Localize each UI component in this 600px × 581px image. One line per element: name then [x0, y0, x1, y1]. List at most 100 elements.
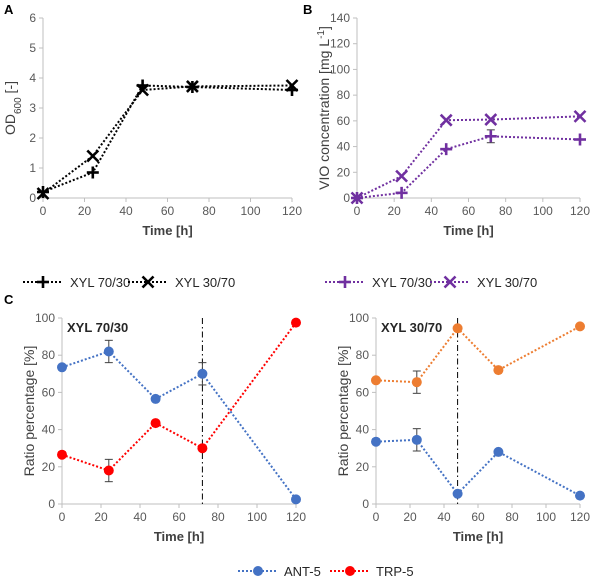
y-tick-label-b: 100: [330, 62, 350, 76]
legend-c-marker-trp5: [345, 566, 355, 576]
legend-b-marker-plus: [339, 276, 351, 288]
legend-b-marker-x: [443, 275, 457, 289]
data-point-b-xyl-70-30: [574, 133, 586, 146]
x-tick-label-c1: 100: [247, 510, 267, 524]
data-point-b-xyl-70-30: [484, 130, 497, 143]
x-tick-label-c1: 40: [133, 510, 147, 524]
y-tick-label-b: 140: [330, 11, 350, 25]
data-point-c2-ant-5: [493, 446, 504, 457]
x-axis-title-c1: Time [h]: [154, 529, 204, 544]
panel-label-c: C: [4, 292, 14, 307]
legend-b-plus-glyph: [339, 276, 351, 288]
y-tick-label-a: 0: [29, 191, 36, 205]
x-tick-label-b: 80: [499, 204, 513, 218]
legend-b-label-2: XYL 30/70: [477, 275, 537, 290]
x-tick-label-a: 0: [40, 204, 47, 218]
chart-b-vio-concentration: 0 20 40 60 80 100 120 140 0 20 40 60 80 100 120 Time [h…: [316, 11, 591, 238]
data-point-b-xyl-70-30: [440, 143, 453, 156]
data-point-a-xyl-30-70: [285, 79, 299, 92]
x-tick-label-a: 100: [240, 204, 260, 218]
x-tick-label-c1: 80: [211, 510, 225, 524]
data-point-b-xyl-70-30: [395, 186, 408, 199]
y-tick-label-c1: 60: [42, 385, 56, 399]
legend-a-marker-x: [141, 275, 155, 289]
x-tick-label-a: 20: [78, 204, 92, 218]
series-line-a-xyl-70-30: [42, 84, 293, 193]
y-axis-title-c2: Ratio percentage [%]: [335, 346, 351, 477]
data-point-c1-ant-5: [197, 368, 208, 379]
y-tick-label-a: 6: [29, 11, 36, 25]
x-tick-label-c1: 0: [59, 510, 66, 524]
y-tick-label-b: 80: [337, 88, 351, 102]
data-point-b-xyl-30-70: [350, 191, 364, 205]
y-tick-label-c1: 100: [35, 311, 55, 325]
x-tick-label-c2: 0: [373, 510, 380, 524]
x-tick-label-a: 80: [202, 204, 216, 218]
data-point-b-xyl-30-70: [573, 109, 587, 123]
data-point-c1-trp-5: [150, 418, 161, 429]
data-point-c2-trp-5: [575, 321, 585, 332]
y-tick-label-b: 40: [337, 140, 351, 154]
data-point-c1-trp-5: [103, 465, 114, 476]
data-point-c2-ant-5: [371, 436, 381, 447]
series-line-c1-trp-5: [61, 322, 297, 472]
panel-label-a: A: [4, 2, 14, 17]
data-point-c2-trp-5: [411, 377, 422, 388]
chart-c-ratio-xyl-70-30: 0 20 40 60 80 100 0 20 40 60 80 100 120 Time [h] Ratio…: [21, 311, 306, 544]
data-point-c2-trp-5: [452, 323, 463, 334]
inset-label-c2: XYL 30/70: [381, 320, 442, 335]
y-axis-title-b: VIO concentration [mg L-1]: [316, 26, 333, 190]
series-line-b-xyl-30-70: [356, 115, 581, 199]
y-tick-label-a: 3: [29, 101, 36, 115]
legend-c-label-trp5: TRP-5: [376, 564, 414, 579]
x-tick-label-c2: 60: [471, 510, 485, 524]
x-axis-title-b: Time [h]: [443, 223, 493, 238]
legend-c: ANT-5 TRP-5: [238, 564, 414, 579]
x-tick-label-c1: 20: [94, 510, 108, 524]
data-point-c1-ant-5: [57, 362, 67, 373]
data-point-a-xyl-30-70: [185, 79, 199, 93]
data-point-c1-trp-5: [291, 317, 301, 328]
y-tick-label-a: 2: [29, 131, 36, 145]
x-axis-title-c2: Time [h]: [453, 529, 503, 544]
series-line-c2-ant-5: [375, 438, 581, 497]
x-tick-label-a: 120: [282, 204, 302, 218]
y-tick-label-a: 4: [29, 71, 36, 85]
x-tick-label-c1: 60: [172, 510, 186, 524]
x-tick-label-b: 120: [570, 204, 590, 218]
legend-a-label-2: XYL 30/70: [175, 275, 235, 290]
series-line-b-xyl-70-30: [356, 135, 581, 199]
x-tick-label-a: 40: [119, 204, 133, 218]
data-point-c2-trp-5: [493, 365, 504, 376]
y-tick-label-c2: 60: [356, 385, 370, 399]
y-tick-label-c1: 40: [42, 423, 56, 437]
y-tick-label-a: 1: [29, 161, 36, 175]
legend-b-x-glyph: [443, 275, 457, 289]
x-tick-label-b: 60: [462, 204, 476, 218]
panel-label-b: B: [303, 2, 312, 17]
x-tick-label-c2: 120: [570, 510, 590, 524]
inset-label-c1: XYL 70/30: [67, 320, 128, 335]
y-tick-label-c1: 20: [42, 460, 56, 474]
y-tick-label-a: 5: [29, 41, 36, 55]
data-point-c2-ant-5: [411, 434, 422, 445]
y-tick-label-c2: 40: [356, 423, 370, 437]
legend-b-label-1: XYL 70/30: [372, 275, 432, 290]
data-point-a-xyl-70-30: [86, 166, 99, 179]
legend-b: XYL 70/30 XYL 30/70: [325, 275, 537, 290]
legend-c-marker-ant5: [253, 566, 263, 576]
data-point-b-xyl-30-70: [395, 169, 409, 183]
legend-a-x-glyph: [141, 275, 155, 289]
data-point-c1-ant-5: [291, 494, 301, 505]
y-tick-label-c2: 20: [356, 460, 370, 474]
x-tick-label-b: 40: [425, 204, 439, 218]
data-point-b-xyl-30-70: [439, 113, 453, 127]
y-axis-title-a: OD600 [-]: [2, 81, 24, 135]
data-point-c2-trp-5: [371, 375, 381, 386]
y-tick-label-c2: 100: [349, 311, 369, 325]
series-line-c1-ant-5: [61, 350, 297, 500]
x-tick-label-b: 20: [387, 204, 401, 218]
data-point-c1-ant-5: [150, 393, 161, 404]
data-point-c2-ant-5: [452, 488, 463, 499]
